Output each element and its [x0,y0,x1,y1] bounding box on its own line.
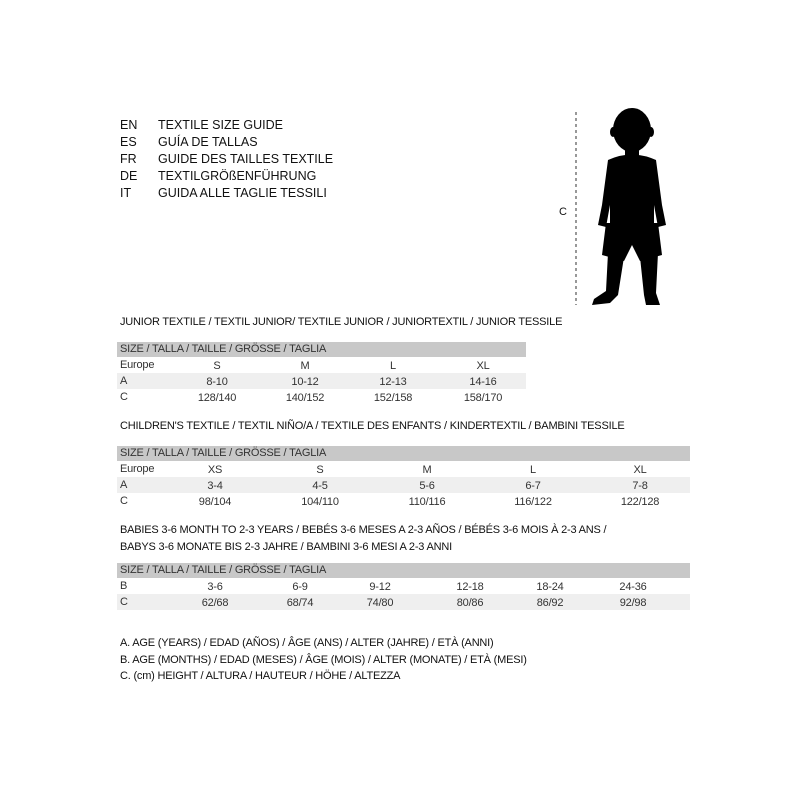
language-title: GUIDA ALLE TAGLIE TESSILI [158,186,327,200]
child-silhouette-icon [592,108,666,305]
table-cell: M [422,464,432,476]
table-cell: M [300,360,310,372]
table-cell: 12-18 [456,581,484,593]
table-cell: 8-10 [206,376,228,388]
row-label: Europe [120,463,155,475]
table-title: JUNIOR TEXTILE / TEXTIL JUNIOR/ TEXTILE … [120,316,563,328]
language-titles: EN TEXTILE SIZE GUIDE ES GUÍA DE TALLAS FR… [120,117,333,202]
height-measure-label: C [559,206,567,218]
legend-age-months: B. AGE (MONTHS) / EDAD (MESES) / ÂGE (MO… [120,653,527,666]
table-cell: 98/104 [198,496,232,508]
table-row: C 128/140 140/152 152/158 158/170 [117,389,526,405]
language-code: EN [120,118,138,132]
row-label: C [120,391,128,403]
size-table-header: SIZE / TALLA / TAILLE / GRÖSSE / TAGLIA [117,446,690,461]
table-cell: 158/170 [463,392,503,404]
table-cell: 86/92 [536,597,564,609]
table-row: Europe S M L XL [117,357,526,373]
table-row: C 62/68 68/74 74/80 80/86 86/92 92/98 [117,594,690,610]
table-row: A 3-4 4-5 5-6 6-7 7-8 [117,477,690,493]
row-label: C [120,495,128,507]
language-code: FR [120,152,137,166]
table-cell: S [213,360,221,372]
table-cell: 7-8 [632,480,648,492]
language-line-es: ES GUÍA DE TALLAS [120,134,333,151]
table-cell: 18-24 [536,581,564,593]
row-label: A [120,375,128,387]
size-table-header: SIZE / TALLA / TAILLE / GRÖSSE / TAGLIA [117,563,690,578]
row-label: B [120,580,128,592]
table-row: C 98/104 104/110 110/116 116/122 122/128 [117,493,690,509]
table-cell: 74/80 [366,597,394,609]
legend-age-years: A. AGE (YEARS) / EDAD (AÑOS) / ÂGE (ANS)… [120,637,494,649]
table-cell: 152/158 [373,392,413,404]
table-cell: 80/86 [456,597,484,609]
table-title: CHILDREN'S TEXTILE / TEXTIL NIÑO/A / TEX… [120,420,625,432]
table-cell: 116/122 [514,496,552,508]
language-code: DE [120,169,138,183]
size-table: SIZE / TALLA / TAILLE / GRÖSSE / TAGLIA E… [117,446,690,509]
legend-height: C. (cm) HEIGHT / ALTURA / HAUTEUR / HÖHE… [120,670,401,682]
table-cell: 14-16 [469,376,497,388]
table-cell: 62/68 [201,597,229,609]
child-silhouette-figure [575,108,666,305]
table-cell: 6-9 [292,581,308,593]
table-title-line2: BABYS 3-6 MONATE BIS 2-3 JAHRE / BAMBINI… [120,541,452,553]
language-code: IT [120,186,132,200]
table-row: B 3-6 6-9 9-12 12-18 18-24 24-36 [117,578,690,594]
table-title: BABIES 3-6 MONTH TO 2-3 YEARS / BEBÉS 3-… [120,524,607,536]
language-title: GUÍA DE TALLAS [158,135,258,149]
table-cell: 122/128 [620,496,660,508]
table-cell: XL [633,464,647,476]
table-cell: XS [207,464,223,476]
table-cell: XL [476,360,490,372]
size-table-header: SIZE / TALLA / TAILLE / GRÖSSE / TAGLIA [117,342,526,357]
table-cell: 104/110 [301,496,339,508]
language-line-en: EN TEXTILE SIZE GUIDE [120,117,333,134]
table-cell: 5-6 [419,480,435,492]
table-cell: 6-7 [525,480,541,492]
legend: A. AGE (YEARS) / EDAD (AÑOS) / ÂGE (ANS)… [120,635,527,685]
table-cell: L [530,464,536,476]
row-label: A [120,479,128,491]
table-cell: 3-6 [207,581,223,593]
table-cell: 4-5 [312,480,328,492]
table-cell: 12-13 [379,376,407,388]
language-code: ES [120,135,137,149]
language-title: TEXTILGRÖßENFÜHRUNG [158,169,317,183]
table-cell: 140/152 [285,392,325,404]
row-label: C [120,596,128,608]
table-cell: 24-36 [619,581,647,593]
table-cell: 68/74 [286,597,314,609]
language-line-fr: FR GUIDE DES TAILLES TEXTILE [120,151,333,168]
table-cell: 110/116 [408,496,446,508]
row-label: Europe [120,359,155,371]
language-title: TEXTILE SIZE GUIDE [158,118,284,132]
table-cell: S [316,464,324,476]
table-cell: 10-12 [291,376,319,388]
size-table: SIZE / TALLA / TAILLE / GRÖSSE / TAGLIA B… [117,563,690,610]
language-line-de: DE TEXTILGRÖßENFÜHRUNG [120,168,333,185]
table-cell: 92/98 [619,597,647,609]
table-cell: 3-4 [207,480,223,492]
language-line-it: IT GUIDA ALLE TAGLIE TESSILI [120,185,333,202]
table-cell: L [390,360,396,372]
language-title: GUIDE DES TAILLES TEXTILE [158,152,334,166]
table-row: Europe XS S M L XL [117,461,690,477]
table-cell: 128/140 [197,392,237,404]
table-cell: 9-12 [369,581,391,593]
table-row: A 8-10 10-12 12-13 14-16 [117,373,526,389]
size-table: SIZE / TALLA / TAILLE / GRÖSSE / TAGLIA E… [117,342,526,405]
